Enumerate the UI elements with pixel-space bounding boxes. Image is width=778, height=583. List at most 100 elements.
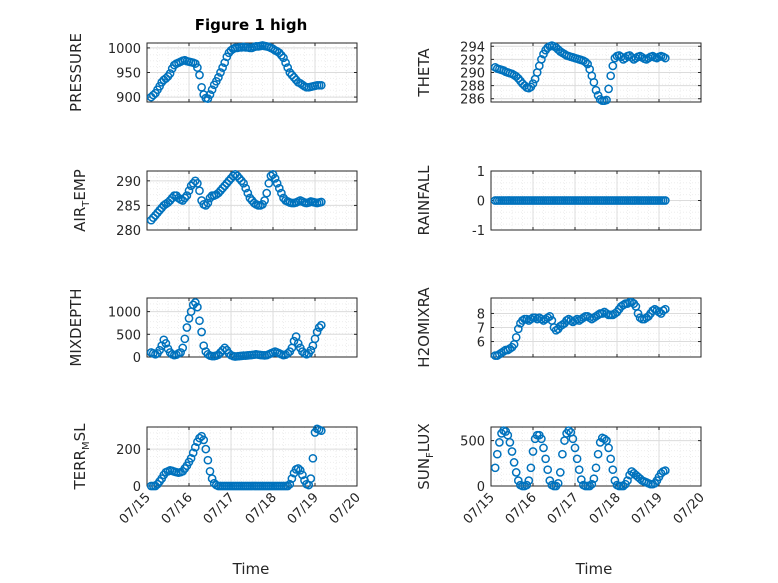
data-point <box>602 95 611 105</box>
data-point <box>224 176 234 186</box>
y-tick-label: 290 <box>460 67 485 82</box>
y-tick-label: 200 <box>116 443 141 458</box>
data-point <box>148 90 158 100</box>
axes-box <box>146 170 358 231</box>
y-tick-label: 7 <box>477 322 485 337</box>
data-point <box>289 336 299 346</box>
y-tick-label: 286 <box>460 93 485 108</box>
data-point <box>203 198 213 208</box>
data-point <box>207 474 217 483</box>
y-tick-label: 0 <box>477 480 485 495</box>
data-point <box>585 481 595 491</box>
data-point <box>195 433 204 443</box>
data-point <box>195 316 204 326</box>
data-point <box>633 309 643 318</box>
subplot-row1-left: 900 950 1000 PRESSURE <box>67 33 358 112</box>
data-point <box>161 339 171 348</box>
data-point <box>316 80 326 90</box>
data-point <box>513 324 523 334</box>
y-axis-label-main: PRESSURE <box>67 33 85 112</box>
data-point <box>660 304 670 314</box>
data-point <box>526 463 536 473</box>
data-point <box>262 188 272 198</box>
data-point <box>316 426 326 436</box>
data-point <box>220 343 230 353</box>
y-axis-label: THETA <box>415 48 433 98</box>
y-axis-label: MIXDEPTH <box>67 288 85 366</box>
data-point <box>201 201 211 210</box>
y-tick-label: 6 <box>477 336 485 351</box>
subplot-row2-left: 290 285 280 AIRTEMP <box>71 169 358 239</box>
data-point <box>153 208 162 218</box>
data-point <box>293 339 303 348</box>
data-point <box>274 183 284 193</box>
y-axis-label: SUNFLUX <box>415 423 436 489</box>
data-point <box>505 438 515 447</box>
data-point <box>522 480 532 490</box>
data-point <box>190 442 200 452</box>
data-point <box>155 345 164 355</box>
data-point <box>572 454 582 464</box>
data-point <box>283 63 293 72</box>
data-point <box>182 191 192 200</box>
data-point <box>270 174 280 183</box>
y-tick-label: 900 <box>116 91 141 106</box>
y-axis-label-main: TERR <box>71 450 89 491</box>
data-point <box>188 178 198 188</box>
y-axis-label-main: SUN <box>415 458 433 490</box>
data-point <box>610 476 620 485</box>
data-point <box>507 447 517 456</box>
data-point <box>184 186 194 196</box>
y-axis-label-main: H2OMIXRA <box>415 287 433 368</box>
y-axis-label-tail: SL <box>71 423 89 442</box>
data-point <box>660 196 670 205</box>
data-point <box>543 465 553 475</box>
subplot-row2-right: 1 0 -1 RAINFALL <box>415 165 702 239</box>
data-point <box>295 465 305 475</box>
y-tick-label: 500 <box>460 435 485 450</box>
data-point <box>203 455 213 465</box>
data-point <box>287 474 297 483</box>
data-point <box>568 434 578 444</box>
data-point <box>591 463 601 473</box>
data-point <box>558 449 567 459</box>
data-point <box>306 345 316 355</box>
data-point <box>581 57 590 67</box>
data-point <box>618 481 628 491</box>
data-point <box>660 53 670 63</box>
data-point <box>606 71 616 81</box>
y-tick-label: 1 <box>477 165 485 180</box>
data-point <box>165 69 175 78</box>
y-axis-label-tail: LUX <box>415 423 433 452</box>
data-point <box>272 178 282 188</box>
y-tick-label: 0 <box>133 351 141 366</box>
axes-box <box>490 426 702 487</box>
data-point <box>593 449 603 459</box>
y-tick-label: 280 <box>116 224 141 239</box>
data-point <box>600 434 609 444</box>
y-tick-label: 0 <box>477 195 485 210</box>
data-point <box>528 79 538 88</box>
data-point <box>583 59 592 69</box>
data-point <box>195 186 204 196</box>
data-point <box>553 478 563 488</box>
data-point <box>524 476 534 485</box>
data-point <box>235 174 244 183</box>
data-point <box>193 302 202 312</box>
y-axis-label-tail: EMP <box>71 169 89 200</box>
data-point <box>279 53 288 63</box>
data-point <box>182 323 192 332</box>
data-point <box>289 73 299 82</box>
data-point <box>539 443 548 453</box>
y-axis-label: AIRTEMP <box>71 169 92 232</box>
y-axis-label-subscript: T <box>81 200 92 208</box>
y-axis-label: H2OMIXRA <box>415 287 433 368</box>
y-axis-label: TERRMSL <box>71 423 92 491</box>
y-tick-label: 500 <box>116 328 141 343</box>
y-axis-label: PRESSURE <box>67 33 85 112</box>
data-point <box>199 435 209 445</box>
y-axis-label-subscript: F <box>425 452 436 458</box>
subplot-row3-right: 876 H2OMIXRA <box>415 287 702 368</box>
